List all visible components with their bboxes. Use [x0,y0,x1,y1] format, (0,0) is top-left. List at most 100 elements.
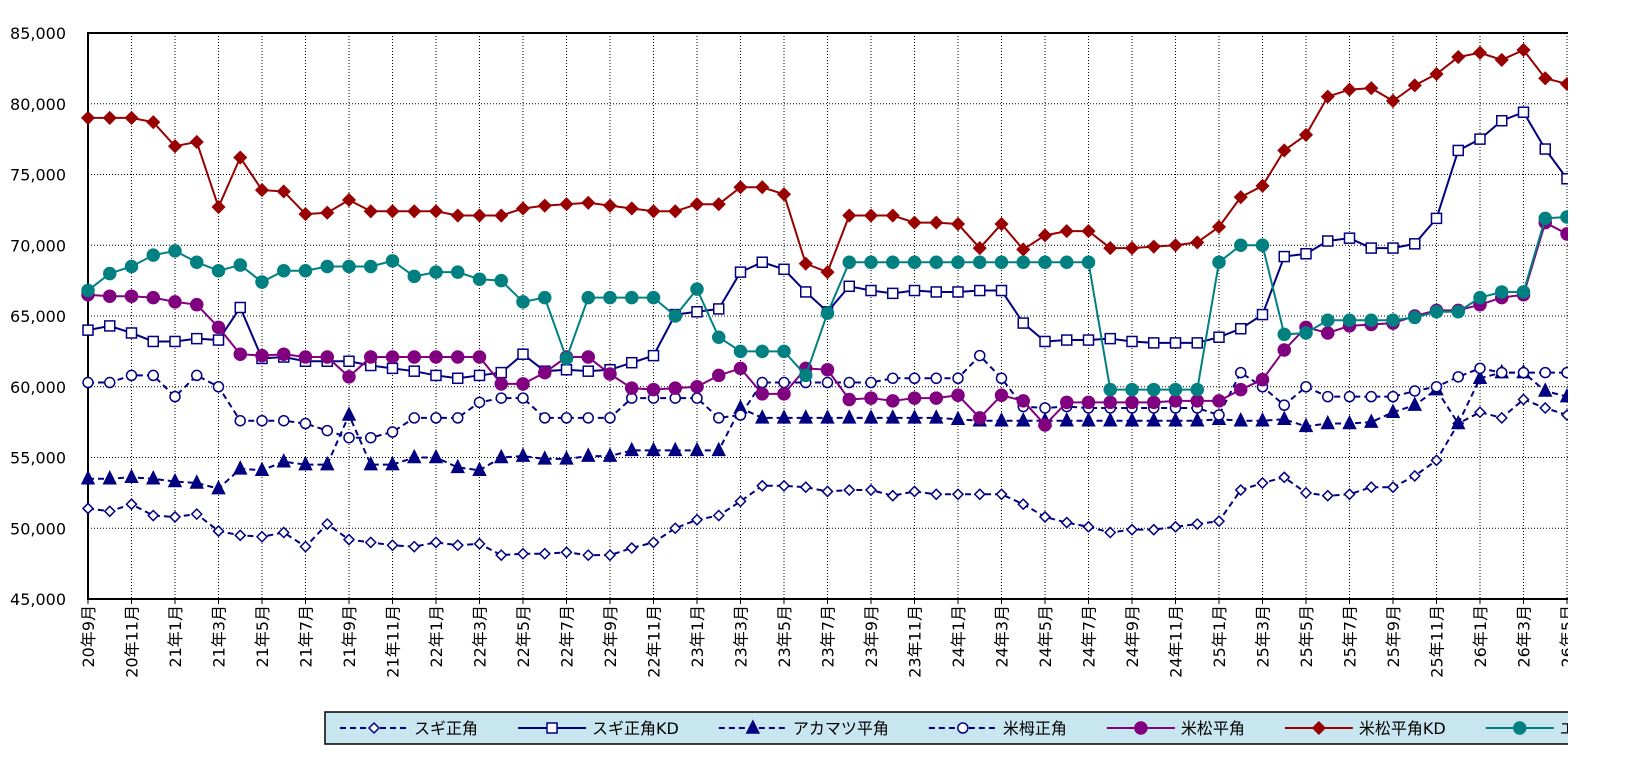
marker [1081,255,1096,269]
marker [473,537,486,550]
marker [1060,395,1074,410]
x-tick-label: 21年3月 [210,605,229,668]
marker [124,110,139,125]
marker [994,216,1009,232]
marker [146,470,161,485]
marker [1059,224,1074,239]
marker [560,364,573,376]
marker [321,517,334,531]
marker [994,412,1009,427]
marker [952,286,964,298]
marker [1103,241,1118,256]
marker [1168,382,1183,397]
marker [1365,481,1378,494]
marker [538,290,552,305]
marker [1039,335,1051,348]
marker [1516,42,1531,58]
marker [712,330,726,344]
marker [1212,515,1226,528]
marker [385,350,400,364]
legend-label: スギ正角KD [592,719,679,738]
marker [1169,337,1182,349]
marker [1212,394,1226,408]
marker [689,441,705,457]
marker [1235,322,1247,335]
marker [1451,49,1466,65]
marker [167,472,183,488]
marker [1407,78,1422,93]
marker [1060,255,1074,269]
marker [1124,241,1140,256]
marker [1496,114,1508,127]
marker [1037,228,1053,243]
marker [843,280,855,293]
marker [929,409,944,424]
marker [386,539,399,552]
marker [842,409,857,424]
marker [364,536,377,549]
x-tick-label: 26年3月 [1515,605,1534,668]
marker [515,201,531,216]
marker [233,258,247,272]
x-tick-label: 24年9月 [1123,605,1142,668]
marker [950,216,966,232]
marker [581,447,596,462]
marker [1016,394,1030,408]
marker [625,290,639,305]
marker [907,215,922,230]
marker [211,199,226,215]
marker [277,347,291,361]
marker [973,488,986,501]
marker [1387,242,1399,254]
marker [342,370,356,384]
marker [1472,45,1488,60]
marker [320,350,334,364]
marker [450,458,465,474]
marker [472,208,487,223]
marker [1320,89,1335,104]
marker [190,508,203,521]
marker [691,392,703,404]
marker [276,184,291,199]
marker [80,470,96,485]
marker [233,347,247,361]
y-tick-label: 85,000 [10,24,66,43]
y-tick-label: 55,000 [10,449,66,468]
marker [1081,412,1096,427]
marker [951,488,965,501]
marker [494,208,509,223]
marker [190,255,204,269]
marker [472,350,487,364]
marker [189,134,204,150]
marker [973,255,987,269]
marker [367,721,381,735]
marker [1409,238,1421,250]
marker [1038,418,1052,432]
marker [254,183,270,198]
marker [972,241,987,256]
marker [1134,721,1148,735]
marker [1016,255,1030,269]
x-tick-label: 26年5月 [1558,605,1577,668]
marker [668,441,683,457]
marker [951,388,965,402]
marker [1255,238,1270,252]
legend-label: 米栂正角 [1003,719,1067,738]
marker [581,290,595,305]
marker [428,204,444,219]
marker [385,254,400,268]
marker [842,208,857,223]
marker [689,197,705,212]
marker [798,409,813,424]
marker [408,412,420,424]
marker [1298,127,1314,142]
marker [1539,366,1551,379]
marker [276,453,291,468]
marker [363,204,378,219]
marker [1495,285,1509,299]
marker [385,455,400,471]
marker [1125,382,1139,397]
marker [343,431,355,444]
